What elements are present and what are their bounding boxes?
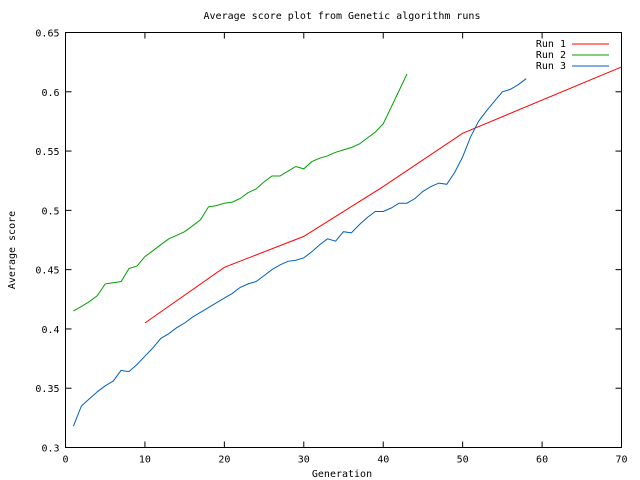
x-tick-label: 50 [457, 455, 469, 466]
x-tick-label: 20 [218, 455, 230, 466]
y-tick-label: 0.45 [35, 266, 59, 277]
y-tick-label: 0.4 [41, 325, 59, 336]
x-axis-label: Generation [312, 469, 372, 480]
series-line-run-2 [73, 73, 408, 312]
x-tick-label: 10 [139, 455, 151, 466]
x-axis: 0 10 20 30 40 50 60 70 [62, 32, 628, 466]
x-tick-label: 40 [377, 455, 389, 466]
series-line-run-3 [72, 78, 527, 427]
y-axis-label: Average score [7, 211, 18, 289]
y-tick-label: 0.65 [35, 29, 59, 40]
x-tick-label: 70 [615, 455, 627, 466]
chart-title: Average score plot from Genetic algorith… [204, 11, 481, 22]
series-lines [72, 66, 622, 427]
y-tick-label: 0.55 [35, 147, 59, 158]
y-tick-label: 0.6 [41, 88, 59, 99]
plot-frame [65, 32, 622, 448]
y-tick-label: 0.5 [41, 206, 59, 217]
x-tick-label: 0 [62, 455, 68, 466]
legend-label: Run 1 [536, 39, 566, 50]
series-line-run-1 [144, 66, 622, 324]
x-tick-label: 30 [298, 455, 310, 466]
y-tick-label: 0.3 [41, 444, 59, 455]
y-axis: 0.3 0.35 0.4 0.45 0.5 0.55 0.6 0.65 [35, 29, 622, 455]
y-tick-label: 0.35 [35, 384, 59, 395]
x-tick-label: 60 [536, 455, 548, 466]
legend-label: Run 2 [536, 50, 566, 61]
legend-label: Run 3 [536, 61, 566, 72]
